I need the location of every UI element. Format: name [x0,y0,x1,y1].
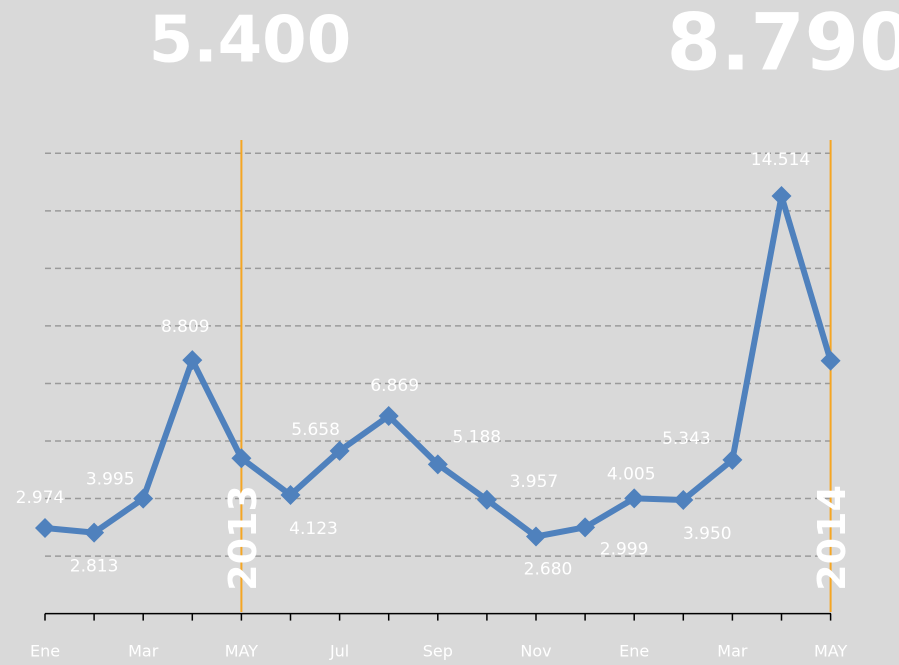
marker [378,405,399,426]
marker [35,518,55,539]
data-label: 5.343 [662,429,711,449]
data-label: 3.950 [683,524,732,544]
x-tick-label: Mar [128,642,159,661]
x-tick-label: MAY [225,642,259,661]
data-label: 2.999 [600,539,649,559]
x-tick-label: Jul [329,642,349,661]
data-label: 5.188 [452,427,501,447]
marker [476,489,497,510]
data-label: 3.957 [510,472,559,492]
marker [575,517,596,538]
data-label: 8.809 [161,317,210,337]
data-label: 5.658 [291,420,340,440]
line [44,193,834,540]
data-label: 4.005 [607,464,656,484]
data-label: 2.813 [70,557,119,577]
data-label: 2.974 [16,488,65,508]
highlight-value: 5.400 [149,4,351,78]
marker [84,522,105,543]
x-tick-label: Mar [717,642,748,661]
x-tick-label: Sep [423,642,453,661]
data-label: 6.869 [370,376,419,396]
marker [624,488,645,509]
marker [722,449,743,470]
marker [280,484,301,505]
data-label: 14.514 [751,150,810,170]
data-label: 4.123 [289,519,338,539]
data-label: 2.680 [524,559,573,579]
x-tick-label: Ene [619,642,649,661]
marker [673,489,694,510]
marker [329,440,350,461]
marker [526,526,546,547]
marker [427,454,448,475]
x-tick-label: Ene [30,642,60,661]
marker [133,488,154,509]
annotation: 2013 [221,485,265,591]
marker [820,350,841,371]
marker [182,350,203,371]
highlight-value: 8.790 [667,0,899,88]
marker [231,448,252,469]
data-label: 3.995 [86,470,135,490]
x-tick-label: MAY [814,642,848,661]
marker [771,186,792,207]
x-tick-label: Nov [520,642,551,661]
annotation: 2014 [810,485,854,591]
